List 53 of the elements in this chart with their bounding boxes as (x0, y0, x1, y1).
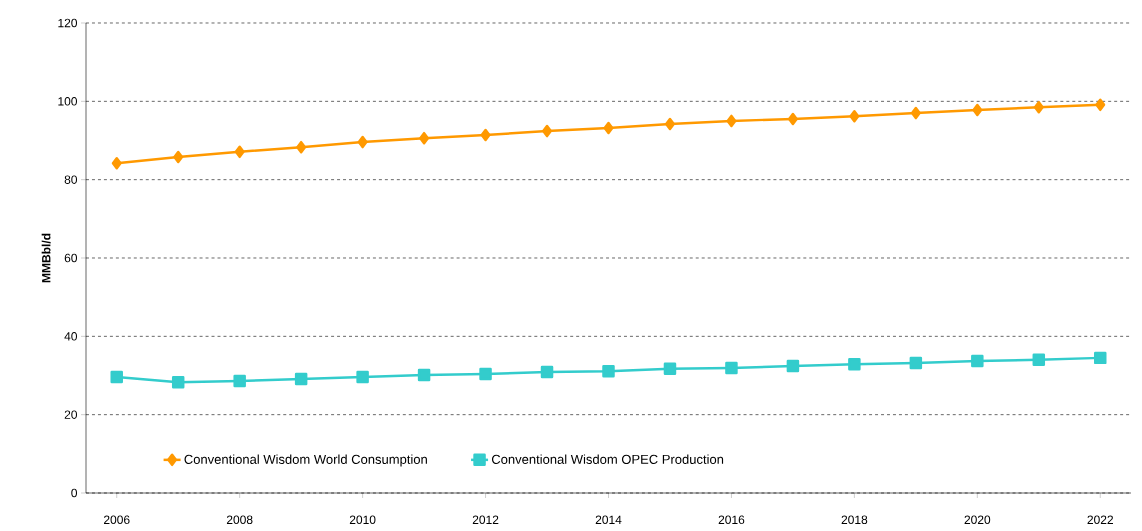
point (173, 150, 184, 164)
point (294, 372, 308, 386)
point (909, 356, 923, 370)
x-tick-label: 2018 (841, 515, 868, 525)
point (296, 140, 307, 154)
point (1095, 98, 1106, 112)
point (1032, 353, 1046, 367)
point (417, 368, 431, 382)
x-tick-label: 2010 (349, 515, 376, 525)
point (1094, 351, 1107, 365)
point (480, 128, 491, 142)
point (848, 357, 861, 371)
point (664, 117, 675, 131)
x-tick-label: 2012 (472, 515, 499, 525)
x-tick-label: 2008 (226, 515, 253, 525)
point (971, 354, 984, 368)
point (787, 112, 798, 126)
y-tick-label: 40 (64, 332, 78, 341)
point (1033, 100, 1044, 114)
point (171, 375, 185, 389)
x-tick-label: 2006 (104, 515, 130, 525)
y-tick-label: 0 (71, 488, 78, 498)
point (602, 364, 615, 378)
point (479, 367, 492, 381)
point (111, 156, 122, 170)
x-tick-label: 2022 (1087, 515, 1114, 525)
point (542, 124, 553, 138)
y-tick-label: 20 (64, 410, 78, 419)
point (357, 135, 368, 149)
x-tick-label: 2020 (964, 515, 991, 525)
point (663, 362, 677, 376)
legend-label: Conventional Wisdom OPEC Production (491, 454, 724, 464)
x-tick-label: 2016 (718, 515, 745, 525)
y-tick-label: 100 (58, 97, 78, 106)
legend-label: Conventional Wisdom World Consumption (184, 454, 427, 467)
point (233, 374, 246, 388)
y-tick-label: 60 (64, 253, 78, 263)
y-axis-title: MMBbl/d (41, 233, 51, 283)
point (910, 106, 921, 120)
point (786, 359, 800, 373)
point (726, 114, 737, 128)
point (725, 361, 738, 375)
point (540, 365, 554, 379)
point (972, 103, 983, 117)
y-tick-label: 80 (64, 175, 78, 184)
point (603, 121, 614, 135)
y-tick-label: 120 (58, 18, 78, 28)
point (849, 109, 860, 123)
point (356, 370, 369, 384)
point (110, 370, 123, 384)
point (419, 131, 430, 145)
point (234, 145, 245, 159)
x-tick-label: 2014 (595, 515, 622, 525)
